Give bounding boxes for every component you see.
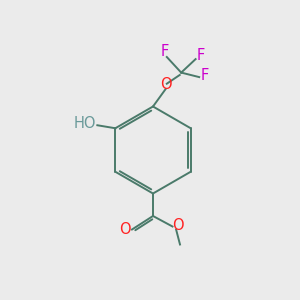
- Text: O: O: [160, 77, 172, 92]
- Text: HO: HO: [74, 116, 96, 131]
- Text: O: O: [172, 218, 184, 232]
- Text: F: F: [160, 44, 169, 59]
- Text: F: F: [197, 48, 205, 63]
- Text: O: O: [120, 222, 131, 237]
- Text: F: F: [200, 68, 209, 83]
